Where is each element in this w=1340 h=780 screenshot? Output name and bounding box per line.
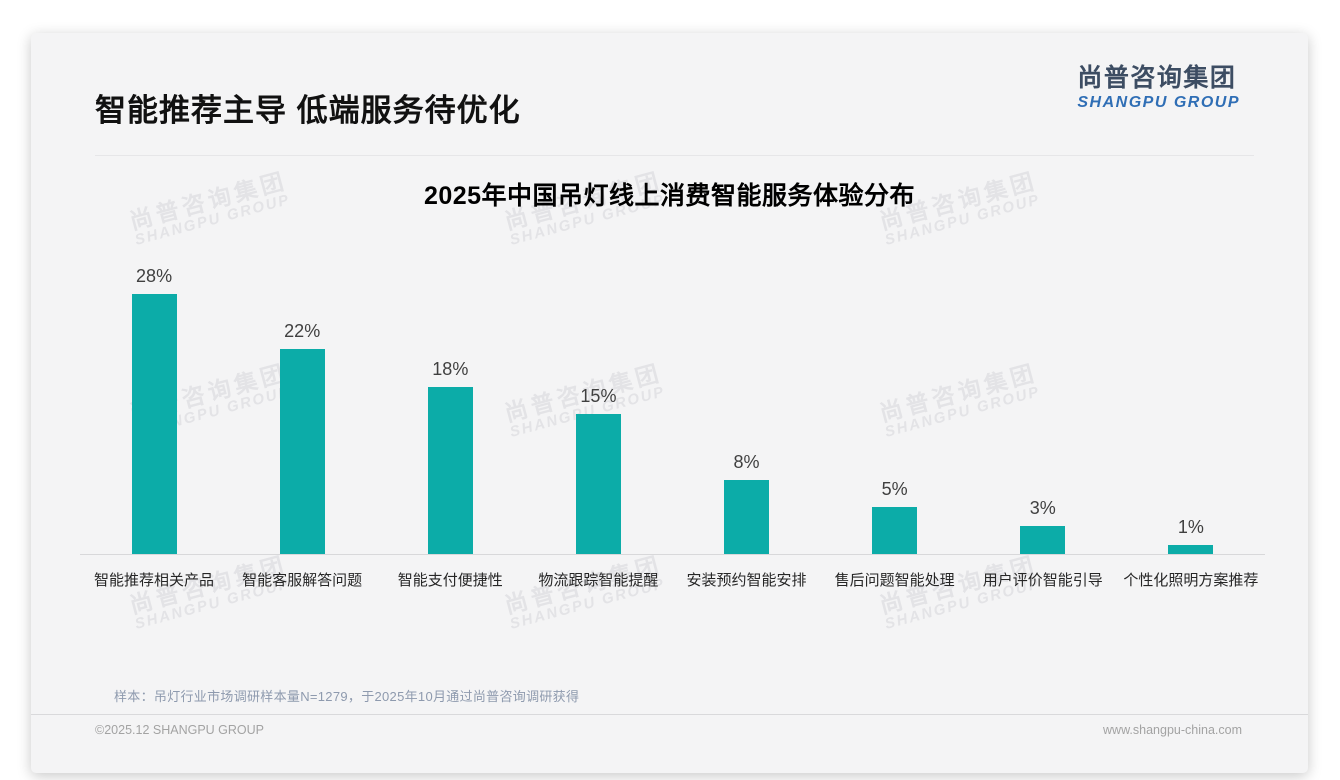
header: 智能推荐主导 低端服务待优化 尚普咨询集团 SHANGPU GROUP xyxy=(95,55,1244,143)
category-label: 用户评价智能引导 xyxy=(982,572,1103,589)
bar xyxy=(427,387,473,554)
bar xyxy=(724,480,770,554)
bar-value-label: 3% xyxy=(1029,498,1056,518)
bar-column: 8% xyxy=(673,452,821,554)
bar xyxy=(131,294,177,554)
slide-card: 尚普咨询集团 SHANGPU GROUP 尚普咨询集团 SHANGPU GROUP 尚普… xyxy=(31,33,1308,773)
bar-value-label: 8% xyxy=(733,452,760,472)
brand-logo-en: SHANGPU GROUP xyxy=(1077,93,1240,111)
bar xyxy=(575,414,621,554)
bar-value-label: 18% xyxy=(432,359,469,379)
brand-logo-cn: 尚普咨询集团 xyxy=(1077,64,1237,92)
footer-website: www.shangpu-china.com xyxy=(1103,723,1242,737)
bar-chart: 28% 22% 18% 15% 8% 5% 3% 1% 智能推荐相关产品 智能客服解答问题 智能支… xyxy=(80,218,1265,590)
bar-column: 22% xyxy=(228,321,376,554)
plot-area: 28% 22% 18% 15% 8% 5% 3% 1% xyxy=(80,218,1265,555)
brand-logo: 尚普咨询集团 SHANGPU GROUP xyxy=(1077,64,1240,112)
category-label: 安装预约智能安排 xyxy=(686,572,807,589)
bar-column: 18% xyxy=(376,359,524,554)
category-label: 售后问题智能处理 xyxy=(834,572,955,589)
category-label: 智能客服解答问题 xyxy=(242,572,363,589)
bar xyxy=(1168,545,1214,554)
category-axis: 智能推荐相关产品 智能客服解答问题 智能支付便捷性 物流跟踪智能提醒 安装预约智能安排 售… xyxy=(80,555,1265,590)
bar xyxy=(1020,526,1066,554)
bar-column: 15% xyxy=(524,386,672,554)
bar xyxy=(872,507,918,554)
bar-column: 28% xyxy=(80,266,228,554)
bar-value-label: 28% xyxy=(136,266,173,286)
bar-value-label: 1% xyxy=(1177,517,1204,537)
footer: ©2025.12 SHANGPU GROUP www.shangpu-china… xyxy=(95,723,1242,737)
chart-title: 2025年中国吊灯线上消费智能服务体验分布 xyxy=(423,182,916,210)
footer-copyright: ©2025.12 SHANGPU GROUP xyxy=(95,723,264,737)
category-label: 智能推荐相关产品 xyxy=(94,572,215,589)
category-label: 个性化照明方案推荐 xyxy=(1123,572,1259,589)
bar-value-label: 22% xyxy=(284,321,321,341)
category-label: 物流跟踪智能提醒 xyxy=(538,572,659,589)
bar xyxy=(279,349,325,554)
footer-divider xyxy=(31,714,1308,715)
bar-column: 1% xyxy=(1117,517,1265,554)
header-divider xyxy=(95,155,1254,156)
page-title: 智能推荐主导 低端服务待优化 xyxy=(95,93,521,128)
bar-value-label: 15% xyxy=(580,386,617,406)
category-label: 智能支付便捷性 xyxy=(397,572,503,589)
bar-value-label: 5% xyxy=(881,479,908,499)
bar-column: 5% xyxy=(821,479,969,554)
bar-column: 3% xyxy=(969,498,1117,554)
sample-note: 样本：吊灯行业市场调研样本量N=1279，于2025年10月通过尚普咨询调研获得 xyxy=(114,689,580,704)
